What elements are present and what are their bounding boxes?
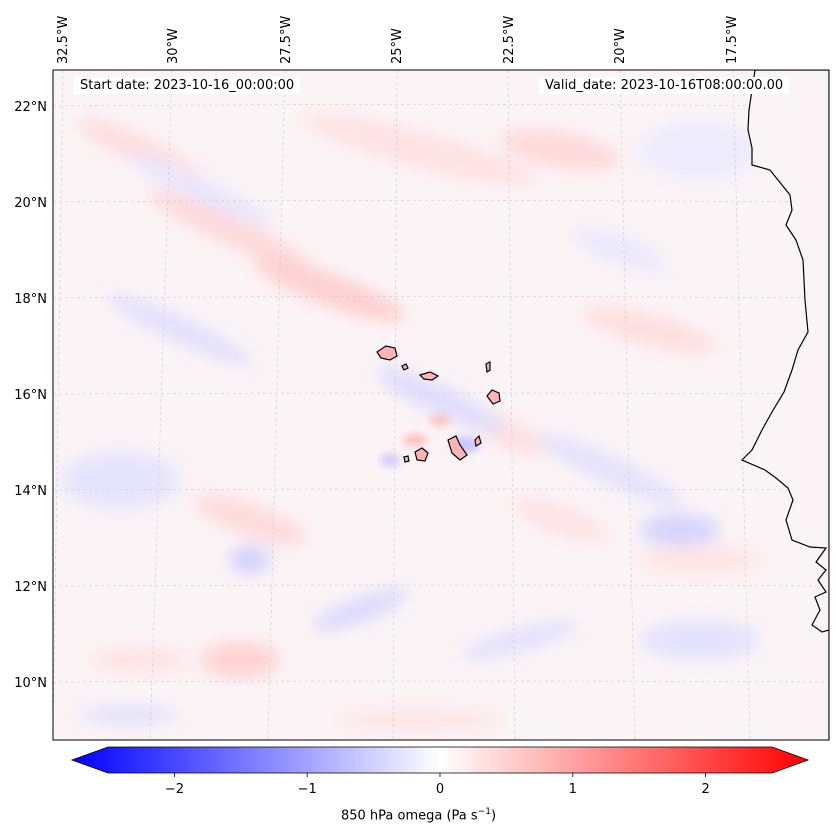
island-maio xyxy=(474,434,482,447)
colorbar-tick-label: 0 xyxy=(436,782,444,797)
colorbar: −2 −1 0 1 2 xyxy=(70,746,810,797)
lon-label: 27.5°W xyxy=(279,16,294,64)
island-sao-nicolau xyxy=(418,371,440,381)
colorbar-ticks: −2 −1 0 1 2 xyxy=(165,773,710,797)
lon-label: 17.5°W xyxy=(725,16,740,64)
lat-label: 22°N xyxy=(14,100,47,115)
colorbar-body xyxy=(70,746,810,774)
africa-coast xyxy=(740,70,829,740)
lat-label: 20°N xyxy=(14,196,47,211)
island-sao-vicente xyxy=(401,363,409,371)
island-fogo xyxy=(414,447,429,462)
colorbar-tick-label: −1 xyxy=(298,782,317,797)
island-sal xyxy=(485,361,491,374)
lon-label: 22.5°W xyxy=(502,16,517,64)
lat-label: 14°N xyxy=(14,484,47,499)
lon-label: 20°W xyxy=(613,28,628,64)
latitude-labels: 22°N 20°N 18°N 16°N 14°N 12°N 10°N xyxy=(14,100,47,691)
start-date-label: Start date: 2023-10-16_00:00:00 xyxy=(74,77,301,94)
valid-date-label: Valid_date: 2023-10-16T08:00:00.00 xyxy=(539,77,790,94)
lat-label: 18°N xyxy=(14,292,47,307)
colorbar-tick-label: 2 xyxy=(701,782,709,797)
lat-label: 16°N xyxy=(14,388,47,403)
colorbar-label-text: 850 hPa omega (Pa s xyxy=(340,808,478,824)
omega-field xyxy=(53,70,829,740)
graticule xyxy=(53,70,829,740)
island-santiago xyxy=(447,435,468,461)
map-frame xyxy=(52,69,830,741)
colorbar-label-exponent: −1 xyxy=(477,807,491,817)
colorbar-label-close: ) xyxy=(490,808,497,824)
lat-label: 12°N xyxy=(14,580,47,595)
lon-label: 30°W xyxy=(166,28,181,64)
colorbar-label: 850 hPa omega (Pa s−1) xyxy=(0,807,837,823)
island-santo-antao xyxy=(376,345,398,361)
lon-label: 25°W xyxy=(390,28,405,64)
colorbar-tick-label: −2 xyxy=(165,782,184,797)
lon-label: 32.5°W xyxy=(56,16,71,64)
longitude-labels: 32.5°W 30°W 27.5°W 25°W 22.5°W 20°W 17.5… xyxy=(56,16,740,64)
island-boa-vista xyxy=(486,389,501,405)
lat-label: 10°N xyxy=(14,676,47,691)
coastlines xyxy=(376,70,829,740)
island-brava xyxy=(403,455,410,463)
colorbar-tick-label: 1 xyxy=(569,782,577,797)
